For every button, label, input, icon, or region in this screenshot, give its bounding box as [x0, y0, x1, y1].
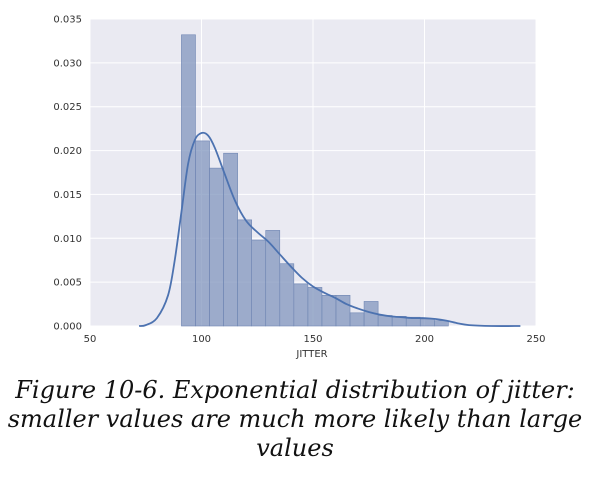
- kde-curve: [138, 131, 521, 327]
- histogram-bar: [265, 230, 281, 327]
- x-tick-labels: 50 100 150 200 250: [84, 334, 546, 345]
- x-tick-label: 250: [526, 334, 545, 345]
- figure-caption: Figure 10-6. Exponential distribution of…: [7, 376, 583, 462]
- x-tick-label: 50: [84, 334, 97, 345]
- histogram-bar: [321, 294, 337, 327]
- x-tick-label: 150: [303, 334, 322, 345]
- y-tick-label: 0.035: [53, 15, 82, 26]
- x-tick-label: 200: [415, 334, 434, 345]
- y-tick-label: 0.025: [53, 102, 82, 113]
- histogram-bar: [307, 287, 323, 327]
- histogram-bar: [181, 34, 196, 327]
- histogram-bar: [293, 283, 309, 327]
- histogram-bar: [279, 263, 295, 327]
- y-tick-label: 0.000: [53, 322, 82, 333]
- y-tick-label: 0.020: [53, 146, 82, 157]
- x-tick-label: 100: [192, 334, 211, 345]
- histogram-bar: [349, 312, 365, 327]
- histogram-bar: [434, 320, 449, 327]
- histogram-bar: [209, 167, 224, 327]
- y-tick-labels: 0.000 0.005 0.010 0.015 0.020 0.025 0.030 0.035: [53, 15, 82, 333]
- histogram-bars: [181, 34, 449, 327]
- y-tick-label: 0.015: [53, 190, 82, 201]
- histogram-bar: [195, 140, 210, 327]
- y-tick-label: 0.030: [53, 58, 82, 69]
- histogram-bar: [419, 318, 435, 327]
- y-tick-label: 0.010: [53, 234, 82, 245]
- x-axis-label: JITTER: [295, 349, 327, 360]
- histogram-bar: [251, 239, 267, 327]
- y-tick-label: 0.005: [53, 278, 82, 289]
- histogram-bar: [237, 219, 252, 327]
- histogram-bar: [335, 294, 351, 327]
- histogram-chart: 0.000 0.005 0.010 0.015 0.020 0.025 0.030 0.035…: [53, 15, 546, 361]
